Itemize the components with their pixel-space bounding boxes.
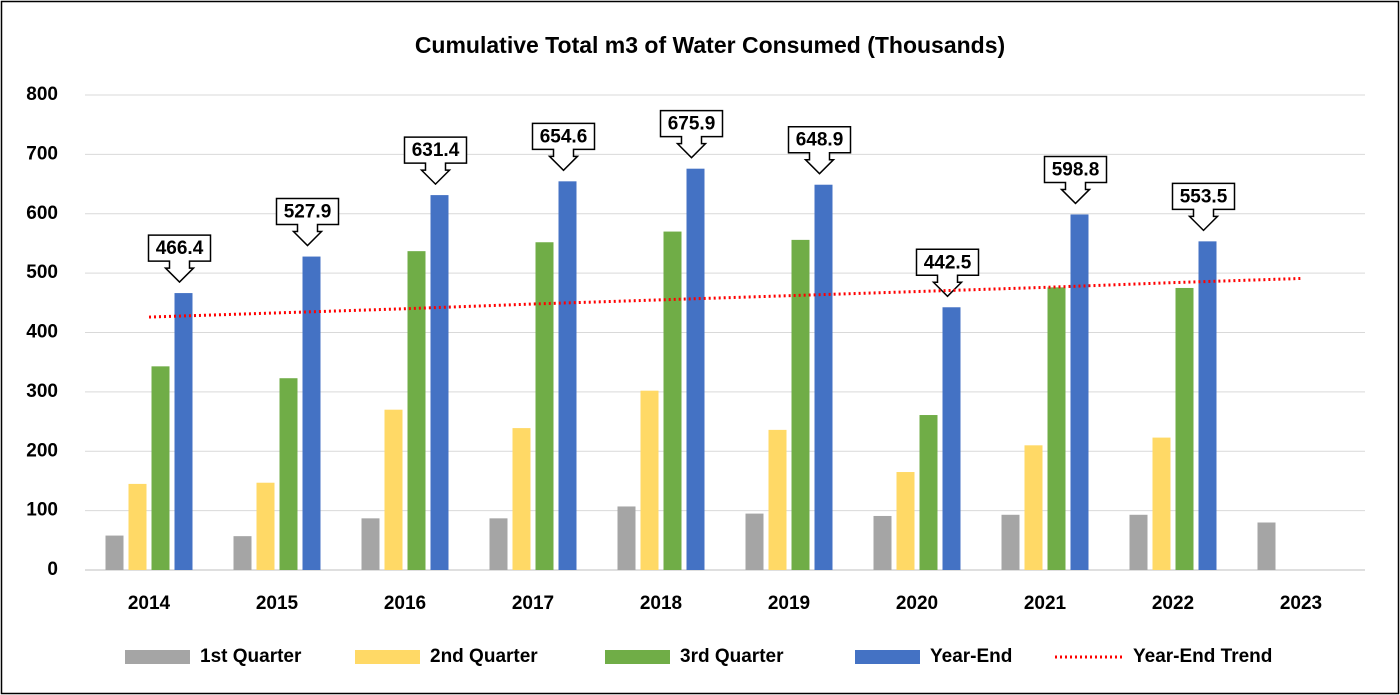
bar bbox=[489, 518, 508, 570]
callout bbox=[275, 197, 340, 247]
chart-title: Cumulative Total m3 of Water Consumed (T… bbox=[415, 32, 1005, 58]
data-label: 553.5 bbox=[1180, 186, 1228, 207]
callout bbox=[531, 122, 596, 172]
bar bbox=[407, 251, 426, 570]
bar bbox=[558, 181, 577, 571]
legend-label: 1st Quarter bbox=[200, 646, 302, 667]
bar bbox=[1024, 445, 1043, 570]
bar bbox=[105, 535, 124, 570]
callout bbox=[403, 136, 468, 186]
bar bbox=[1175, 287, 1194, 570]
callout bbox=[787, 125, 852, 175]
bar bbox=[686, 168, 705, 570]
legend-swatch bbox=[855, 650, 920, 664]
legend-swatch bbox=[605, 650, 670, 664]
y-tick-label: 600 bbox=[26, 203, 58, 224]
bar bbox=[1129, 514, 1148, 570]
y-tick-label: 700 bbox=[26, 143, 58, 164]
callout bbox=[147, 234, 212, 284]
data-label: 598.8 bbox=[1052, 159, 1100, 180]
bar bbox=[1047, 287, 1066, 570]
bar bbox=[617, 506, 636, 570]
x-tick-label: 2018 bbox=[640, 593, 682, 614]
data-label: 675.9 bbox=[668, 114, 716, 135]
y-tick-label: 100 bbox=[26, 500, 58, 521]
bar bbox=[279, 378, 298, 570]
y-tick-label: 500 bbox=[26, 262, 58, 283]
bar bbox=[768, 429, 787, 570]
bar bbox=[814, 184, 833, 570]
data-label: 654.6 bbox=[540, 126, 588, 147]
bar bbox=[233, 536, 252, 570]
bar bbox=[128, 483, 147, 570]
bar bbox=[1257, 522, 1276, 570]
legend-label: 3rd Quarter bbox=[680, 646, 784, 667]
bar bbox=[745, 513, 764, 570]
bar bbox=[256, 482, 275, 570]
x-tick-label: 2015 bbox=[256, 593, 299, 614]
callout bbox=[1171, 182, 1236, 232]
x-tick-label: 2016 bbox=[384, 593, 426, 614]
data-label: 648.9 bbox=[796, 130, 844, 151]
x-tick-label: 2023 bbox=[1280, 593, 1322, 614]
bar bbox=[1001, 514, 1020, 570]
bar bbox=[384, 409, 403, 570]
callout bbox=[1043, 155, 1108, 205]
legend-label: Year-End Trend bbox=[1133, 646, 1272, 667]
data-label: 527.9 bbox=[284, 202, 332, 223]
bar bbox=[942, 307, 961, 570]
bar bbox=[896, 472, 915, 570]
bar bbox=[430, 195, 449, 570]
bar bbox=[791, 239, 810, 570]
y-tick-label: 800 bbox=[26, 84, 58, 105]
callout bbox=[659, 109, 724, 159]
bar bbox=[302, 256, 321, 570]
legend-swatch bbox=[125, 650, 190, 664]
bar bbox=[535, 242, 554, 570]
x-tick-label: 2017 bbox=[512, 593, 554, 614]
bar bbox=[873, 515, 892, 570]
bar bbox=[640, 390, 659, 570]
bar bbox=[919, 415, 938, 570]
data-label: 442.5 bbox=[924, 252, 972, 273]
bar bbox=[1152, 437, 1171, 570]
y-tick-label: 200 bbox=[26, 440, 58, 461]
legend-swatch bbox=[355, 650, 420, 664]
x-tick-label: 2020 bbox=[896, 593, 938, 614]
x-tick-label: 2022 bbox=[1152, 593, 1194, 614]
data-label: 466.4 bbox=[156, 238, 204, 259]
y-tick-label: 400 bbox=[26, 322, 58, 343]
x-tick-label: 2019 bbox=[768, 593, 810, 614]
bar bbox=[361, 518, 380, 570]
legend-label: 2nd Quarter bbox=[430, 646, 538, 667]
bar bbox=[512, 428, 531, 570]
bar bbox=[663, 231, 682, 570]
x-tick-label: 2014 bbox=[128, 593, 171, 614]
y-tick-label: 0 bbox=[47, 559, 58, 580]
data-label: 631.4 bbox=[412, 140, 460, 161]
legend-label: Year-End bbox=[930, 646, 1012, 667]
bar bbox=[1198, 241, 1217, 570]
bar bbox=[174, 293, 193, 570]
bar bbox=[1070, 214, 1089, 570]
bar bbox=[151, 366, 170, 570]
y-tick-label: 300 bbox=[26, 381, 58, 402]
x-tick-label: 2021 bbox=[1024, 593, 1067, 614]
trend-line bbox=[148, 276, 1302, 319]
